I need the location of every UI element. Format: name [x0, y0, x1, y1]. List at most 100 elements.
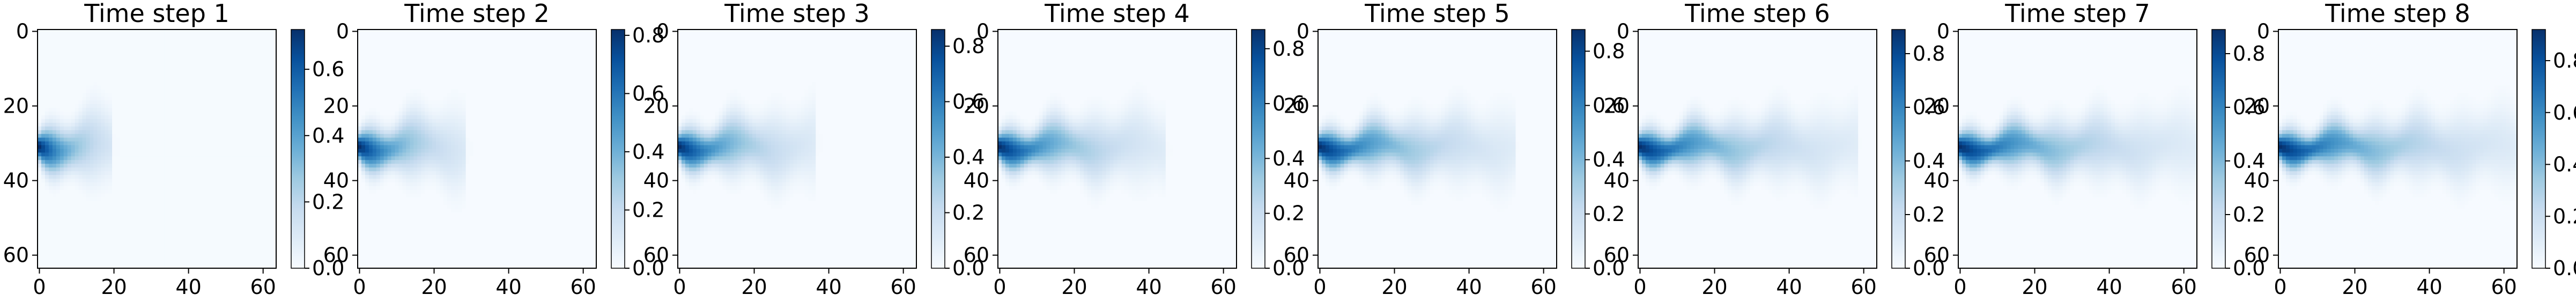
- heatmap-cell: [510, 60, 514, 63]
- heatmap-cell: [365, 60, 369, 63]
- heatmap-cell: [168, 112, 172, 115]
- heatmap-cell: [499, 67, 503, 71]
- heatmap-cell: [254, 142, 257, 145]
- heatmap-cell: [388, 67, 391, 71]
- heatmap-cell: [38, 119, 41, 123]
- heatmap-cell: [183, 93, 187, 97]
- heatmap-cell: [395, 78, 399, 82]
- heatmap-cell: [269, 201, 272, 205]
- heatmap-cell: [64, 108, 68, 112]
- heatmap-cell: [49, 197, 53, 201]
- heatmap-cell: [581, 70, 585, 74]
- heatmap-cell: [190, 160, 194, 164]
- colorbar-tick-label: 0.2: [312, 190, 344, 213]
- heatmap-cell: [574, 56, 578, 60]
- heatmap-cell: [250, 97, 254, 100]
- heatmap-cell: [38, 48, 41, 52]
- heatmap-cell: [168, 209, 172, 212]
- heatmap-cell: [373, 45, 376, 48]
- heatmap-cell: [105, 220, 108, 224]
- heatmap-cell: [146, 78, 150, 82]
- heatmap-cell: [220, 41, 224, 45]
- heatmap-cell: [101, 60, 105, 63]
- heatmap-cell: [488, 48, 492, 52]
- heatmap-cell: [261, 190, 265, 194]
- heatmap-cell: [172, 127, 175, 130]
- heatmap-cell: [101, 115, 105, 119]
- heatmap-cell: [235, 231, 239, 234]
- heatmap-cell: [157, 253, 161, 257]
- heatmap-cell: [492, 78, 495, 82]
- heatmap-cell: [153, 164, 157, 167]
- heatmap-cell: [202, 164, 205, 167]
- heatmap-cell: [250, 138, 254, 142]
- heatmap-cell: [135, 209, 138, 212]
- heatmap-cell: [194, 130, 198, 134]
- heatmap-cell: [198, 182, 202, 186]
- heatmap-cell: [261, 115, 265, 119]
- heatmap-cell: [123, 67, 127, 71]
- heatmap-cell: [470, 74, 473, 78]
- heatmap-cell: [172, 56, 175, 60]
- heatmap-cell: [71, 60, 75, 63]
- heatmap-cell: [105, 108, 108, 112]
- heatmap-cell: [64, 249, 68, 253]
- heatmap-cell: [56, 93, 60, 97]
- heatmap-cell: [421, 33, 425, 37]
- heatmap-cell: [413, 33, 417, 37]
- heatmap-cell: [56, 246, 60, 249]
- heatmap-cell: [220, 119, 224, 123]
- heatmap-cell: [436, 70, 440, 74]
- heatmap-cell: [395, 63, 399, 67]
- heatmap-cell: [160, 167, 164, 171]
- heatmap-cell: [45, 45, 49, 48]
- heatmap-cell: [112, 179, 116, 182]
- heatmap-cell: [239, 231, 242, 234]
- heatmap-cell: [160, 78, 164, 82]
- heatmap-cell: [135, 249, 138, 253]
- heatmap-cell: [183, 112, 187, 115]
- heatmap-cell: [358, 63, 361, 67]
- heatmap-cell: [220, 78, 224, 82]
- heatmap-cell: [56, 104, 60, 108]
- heatmap-cell: [53, 231, 56, 234]
- heatmap-cell: [265, 115, 269, 119]
- heatmap-cell: [153, 257, 157, 261]
- heatmap-cell: [82, 145, 86, 149]
- heatmap-cell: [384, 78, 388, 82]
- heatmap-cell: [127, 127, 131, 130]
- heatmap-cell: [190, 201, 194, 205]
- heatmap-cell: [179, 93, 183, 97]
- heatmap-cell: [138, 227, 142, 231]
- heatmap-cell: [198, 216, 202, 220]
- heatmap-cell: [239, 67, 242, 71]
- heatmap-cell: [406, 67, 410, 71]
- heatmap-cell: [157, 93, 161, 97]
- heatmap-cell: [228, 52, 232, 56]
- heatmap-cell: [369, 60, 373, 63]
- heatmap-cell: [135, 108, 138, 112]
- heatmap-cell: [228, 205, 232, 209]
- heatmap-cell: [246, 67, 250, 71]
- heatmap-cell: [239, 108, 242, 112]
- heatmap-cell: [116, 175, 120, 179]
- heatmap-cell: [570, 74, 574, 78]
- heatmap-cell: [135, 63, 138, 67]
- heatmap-cell: [75, 63, 79, 67]
- heatmap-cell: [198, 60, 202, 63]
- heatmap-cell: [112, 160, 116, 164]
- heatmap-cell: [82, 97, 86, 100]
- heatmap-cell: [97, 175, 101, 179]
- heatmap-cell: [49, 160, 53, 164]
- heatmap-cell: [93, 30, 97, 33]
- heatmap-cell: [254, 190, 257, 194]
- heatmap-cell: [64, 261, 68, 264]
- heatmap-cell: [135, 37, 138, 41]
- heatmap-cell: [376, 67, 380, 71]
- heatmap-cell: [239, 216, 242, 220]
- heatmap-cell: [108, 82, 112, 85]
- heatmap-cell: [183, 253, 187, 257]
- heatmap-cell: [559, 30, 562, 33]
- heatmap-cell: [440, 74, 443, 78]
- heatmap-cell: [194, 56, 198, 60]
